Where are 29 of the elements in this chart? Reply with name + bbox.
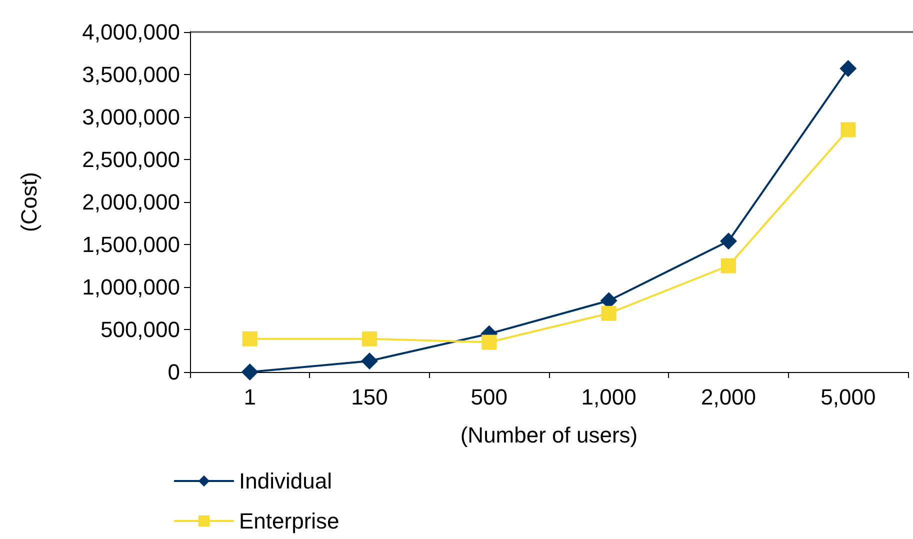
- point: [482, 334, 497, 350]
- point: [601, 306, 616, 321]
- point: [720, 232, 737, 250]
- y-tick-label: 2,000,000: [82, 190, 180, 214]
- point: [721, 258, 736, 274]
- point: [241, 364, 258, 380]
- y-tick-label: 3,500,000: [82, 62, 180, 87]
- y-tick-label: 3,000,000: [82, 104, 180, 130]
- y-tick-label: 1,500,000: [82, 232, 180, 257]
- x-tick-label: 2,000: [700, 384, 756, 410]
- point: [840, 60, 857, 78]
- point: [242, 331, 258, 346]
- point: [840, 122, 856, 138]
- x-tick-label: 5,000: [820, 384, 876, 410]
- y-tick-label: 0: [168, 360, 180, 384]
- x-tick-label: 1: [244, 384, 256, 410]
- point: [362, 331, 377, 346]
- y-tick-label: 4,000,000: [82, 20, 180, 44]
- y-tick-label: 1,000,000: [82, 274, 180, 300]
- legend-label: Individual: [239, 468, 332, 494]
- x-tick-label: 500: [470, 384, 508, 410]
- x-tick-label: 150: [351, 384, 388, 410]
- x-axis-title: (Number of users): [460, 422, 638, 448]
- point: [361, 352, 378, 370]
- y-tick-label: 2,500,000: [82, 147, 180, 172]
- legend-label: Enterprise: [239, 508, 340, 534]
- x-tick-label: 1,000: [581, 384, 636, 410]
- y-tick-label: 500,000: [100, 317, 180, 342]
- y-axis-title: (Cost): [16, 172, 42, 232]
